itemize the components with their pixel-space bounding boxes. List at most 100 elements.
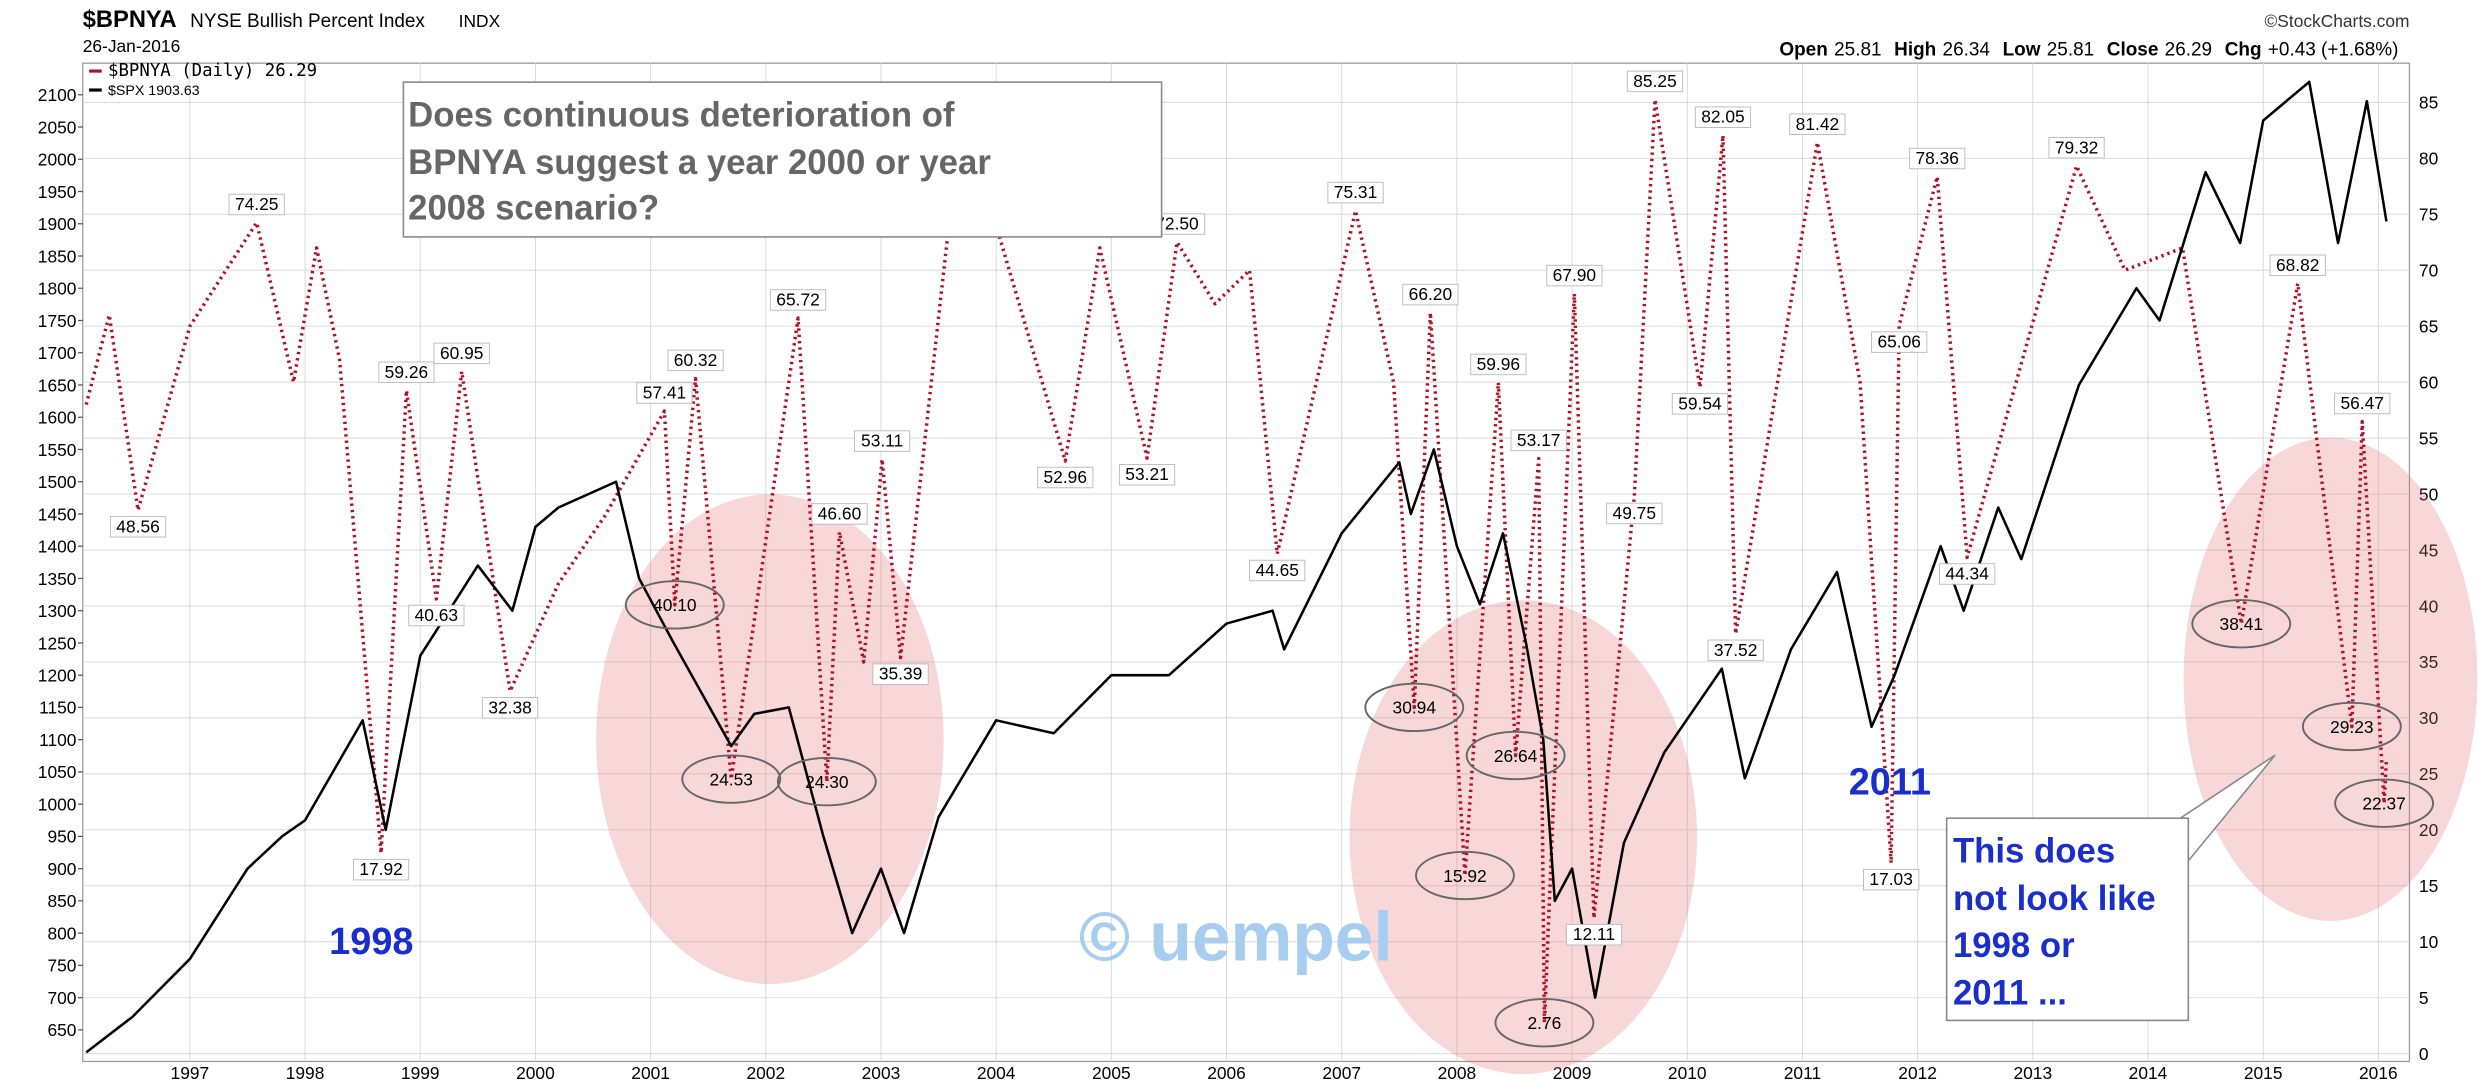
x-tick-label: 2008 <box>1438 1063 1477 1082</box>
annotation-label: 75.31 <box>1334 182 1377 202</box>
annotation-box <box>1871 331 1928 353</box>
highlight-ellipse <box>1349 600 1698 1075</box>
y-tick-label: 2100 <box>38 85 77 105</box>
y-tick-label: 1150 <box>39 698 76 718</box>
annotation-label: 40.10 <box>653 595 696 615</box>
ohlc-value: 25.81 <box>1834 39 1881 60</box>
annotation-label: 60.95 <box>440 343 483 363</box>
annotation-label: 68.82 <box>2276 255 2319 275</box>
question-line: 2008 scenario? <box>408 190 659 228</box>
x-tick-label: 1999 <box>401 1063 440 1082</box>
ohlc-value: 26.29 <box>2165 39 2212 60</box>
y2-tick-label: 80 <box>2419 149 2438 169</box>
annotation-box <box>636 382 693 404</box>
annotation-box <box>1249 559 1306 582</box>
x-tick-label: 2005 <box>1092 1063 1131 1082</box>
x-tick-label: 2015 <box>2244 1063 2283 1082</box>
y-tick-label: 1400 <box>38 537 77 557</box>
series-line <box>85 80 2388 1054</box>
annotation-circle <box>1415 850 1515 901</box>
x-tick-label: 2014 <box>2129 1063 2168 1082</box>
annotation-box <box>1510 429 1567 452</box>
y-tick-label: 850 <box>47 891 76 911</box>
callout-line: 1998 or <box>1953 927 2075 965</box>
annotation-label: 12.11 <box>1573 924 1615 944</box>
ohlc-label: Chg <box>2225 39 2262 60</box>
annotation-label: 65.72 <box>776 289 819 309</box>
x-tick-label: 2002 <box>746 1063 785 1082</box>
y-tick-label: 1800 <box>38 279 77 299</box>
legend-label: $BPNYA (Daily) 26.29 <box>108 61 317 81</box>
callout-box <box>1945 817 2190 1022</box>
x-tick-label: 1997 <box>171 1063 210 1082</box>
year-note: 1998 <box>329 921 413 963</box>
annotation-label: 24.53 <box>710 769 753 789</box>
callout-line: not look like <box>1953 880 2156 918</box>
annotation-label: 66.20 <box>1409 284 1452 304</box>
question-box <box>402 81 1163 238</box>
annotation-label: 78.36 <box>1915 148 1958 168</box>
y2-tick-label: 20 <box>2419 820 2438 840</box>
annotation-label: 17.92 <box>359 859 402 879</box>
highlight-ellipse <box>2183 437 2478 921</box>
y2-tick-label: 15 <box>2419 876 2438 896</box>
annotation-label: 59.96 <box>1477 354 1520 374</box>
year-note: 2011 <box>1849 762 1931 804</box>
annotation-box <box>2269 254 2326 277</box>
annotation-label: 24.30 <box>805 772 848 792</box>
y-tick-label: 1750 <box>38 311 77 331</box>
y-tick-label: 2000 <box>38 150 77 170</box>
annotation-label: 49.75 <box>1613 503 1656 523</box>
annotation-box <box>1694 106 1752 128</box>
x-tick-label: 2016 <box>2359 1063 2398 1082</box>
y-tick-label: 1050 <box>38 762 77 782</box>
y2-tick-label: 0 <box>2419 1044 2429 1064</box>
x-tick-label: 2007 <box>1322 1063 1361 1082</box>
ohlc-label: Low <box>2003 39 2041 60</box>
annotation-box <box>352 858 410 881</box>
annotation-label: 46.60 <box>818 503 861 523</box>
y-tick-label: 1000 <box>38 794 77 814</box>
y2-tick-label: 85 <box>2419 93 2438 113</box>
annotation-label: 67.90 <box>1553 265 1596 285</box>
annotation-box <box>667 349 724 372</box>
y-tick-label: 900 <box>47 859 76 879</box>
x-tick-label: 2010 <box>1668 1063 1707 1082</box>
annotation-label: 82.05 <box>1701 107 1744 127</box>
annotation-circle <box>776 757 877 807</box>
ohlc-label: Close <box>2107 39 2159 60</box>
annotation-circle <box>681 754 782 804</box>
annotation-circle <box>2301 701 2402 752</box>
callout-line: 2011 ... <box>1953 975 2067 1013</box>
y-tick-label: 1500 <box>38 472 77 492</box>
symbol: $BPNYA <box>83 7 177 33</box>
annotation-circle <box>1494 998 1595 1048</box>
y2-tick-label: 55 <box>2419 428 2438 448</box>
y2-tick-label: 50 <box>2419 484 2438 504</box>
annotation-box <box>1626 70 1684 93</box>
annotation-box <box>1546 264 1603 287</box>
annotation-label: 56.47 <box>2341 393 2384 413</box>
annotation-box <box>1118 463 1176 486</box>
annotation-label: 53.11 <box>861 431 903 451</box>
annotation-box <box>1470 353 1527 376</box>
annotation-box <box>769 289 827 311</box>
source: ©StockCharts.com <box>2265 11 2410 31</box>
y-tick-label: 1200 <box>38 665 77 685</box>
ohlc-label: High <box>1894 39 1936 60</box>
series-line <box>84 97 2389 1025</box>
callout-line: This does <box>1953 832 2115 870</box>
x-tick-label: 2012 <box>1898 1063 1937 1082</box>
annotation-label: 17.03 <box>1869 869 1912 889</box>
y-tick-label: 1900 <box>38 214 77 234</box>
chart-title: NYSE Bullish Percent Index <box>190 11 425 32</box>
y2-tick-label: 45 <box>2419 540 2438 560</box>
annotation-label: 32.38 <box>488 697 531 717</box>
annotation-label: 44.65 <box>1255 560 1298 580</box>
annotation-label: 35.39 <box>879 664 922 684</box>
annotation-label: 60.32 <box>674 350 717 370</box>
x-tick-label: 2003 <box>862 1063 901 1082</box>
x-tick-label: 2006 <box>1207 1063 1246 1082</box>
annotation-label: 81.42 <box>1796 114 1839 134</box>
